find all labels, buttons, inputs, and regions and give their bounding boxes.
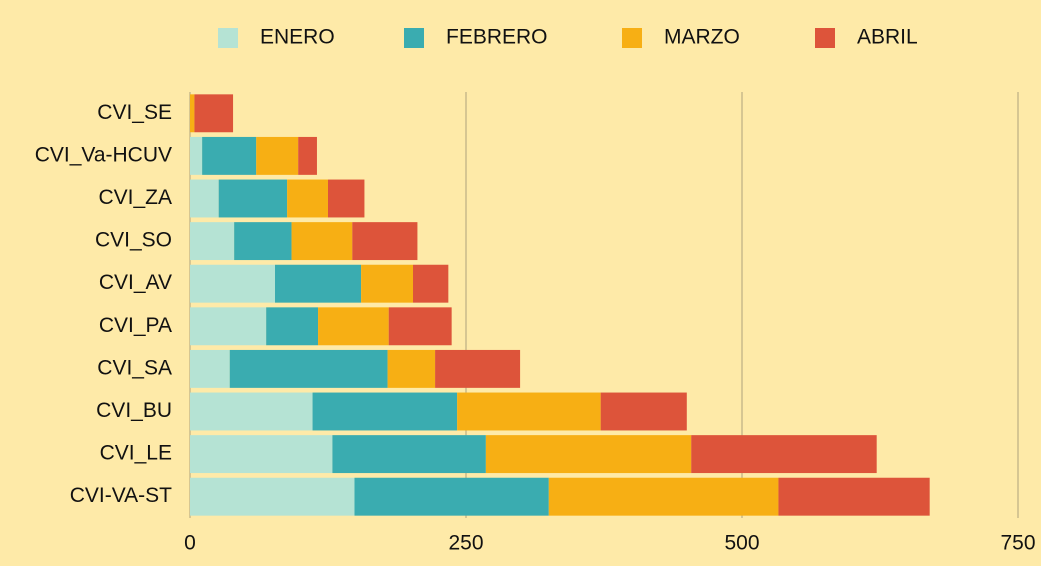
bar-segment: [256, 136, 299, 175]
x-tick-label: 750: [1000, 532, 1035, 555]
bar-segment: [190, 477, 355, 516]
y-tick-label: CVI_SE: [97, 101, 172, 124]
y-tick-label: CVI_BU: [96, 399, 172, 422]
bar-segment: [318, 307, 389, 346]
bar-segment: [229, 349, 388, 388]
bar-segment: [234, 222, 292, 261]
bar-segment: [328, 179, 365, 218]
bar-segment: [548, 477, 779, 516]
bar-segment: [190, 307, 267, 346]
bar-segment: [190, 435, 333, 474]
bar-segment: [354, 477, 549, 516]
legend-label: MARZO: [664, 26, 740, 49]
y-tick-label: CVI_Va-HCUV: [35, 143, 172, 166]
bar-segment: [190, 94, 195, 133]
bar-segment: [485, 435, 692, 474]
bar-segment: [778, 477, 930, 516]
bar-segment: [457, 392, 601, 431]
bar-segment: [298, 136, 317, 175]
bar-segment: [413, 264, 449, 303]
y-tick-label: CVI_SA: [97, 356, 172, 379]
y-tick-label: CVI_PA: [99, 314, 172, 337]
legend-label: ENERO: [260, 26, 335, 49]
y-tick-label: CVI_LE: [100, 442, 172, 465]
bar-segment: [388, 307, 452, 346]
bar-segment: [190, 136, 203, 175]
bar-segment: [190, 222, 235, 261]
y-tick-label: CVI_SO: [95, 229, 172, 252]
bar-segment: [332, 435, 486, 474]
bar-segment: [387, 349, 436, 388]
legend-swatch: [622, 28, 642, 48]
bar-segment: [287, 179, 328, 218]
bar-segment: [312, 392, 458, 431]
x-tick-label: 500: [724, 532, 759, 555]
y-tick-label: CVI_ZA: [98, 186, 172, 209]
y-tick-label: CVI-VA-ST: [70, 484, 172, 507]
bar-segment: [190, 179, 219, 218]
legend-label: ABRIL: [857, 26, 918, 49]
legend-swatch: [404, 28, 424, 48]
bar-segment: [291, 222, 353, 261]
bar-segment: [190, 349, 230, 388]
bar-segment: [266, 307, 319, 346]
bar-segment: [190, 392, 313, 431]
bar-segment: [218, 179, 288, 218]
x-tick-label: 250: [448, 532, 483, 555]
legend-swatch: [218, 28, 238, 48]
legend-swatch: [815, 28, 835, 48]
bar-segment: [194, 94, 234, 133]
bar-segment: [600, 392, 687, 431]
bar-segment: [202, 136, 257, 175]
bar-segment: [361, 264, 414, 303]
y-tick-label: CVI_AV: [99, 271, 172, 294]
bar-segment: [352, 222, 418, 261]
legend-label: FEBRERO: [446, 26, 548, 49]
x-tick-label: 0: [184, 532, 196, 555]
bar-segment: [275, 264, 362, 303]
bar-segment: [435, 349, 521, 388]
bar-segment: [691, 435, 877, 474]
bar-segment: [190, 264, 276, 303]
